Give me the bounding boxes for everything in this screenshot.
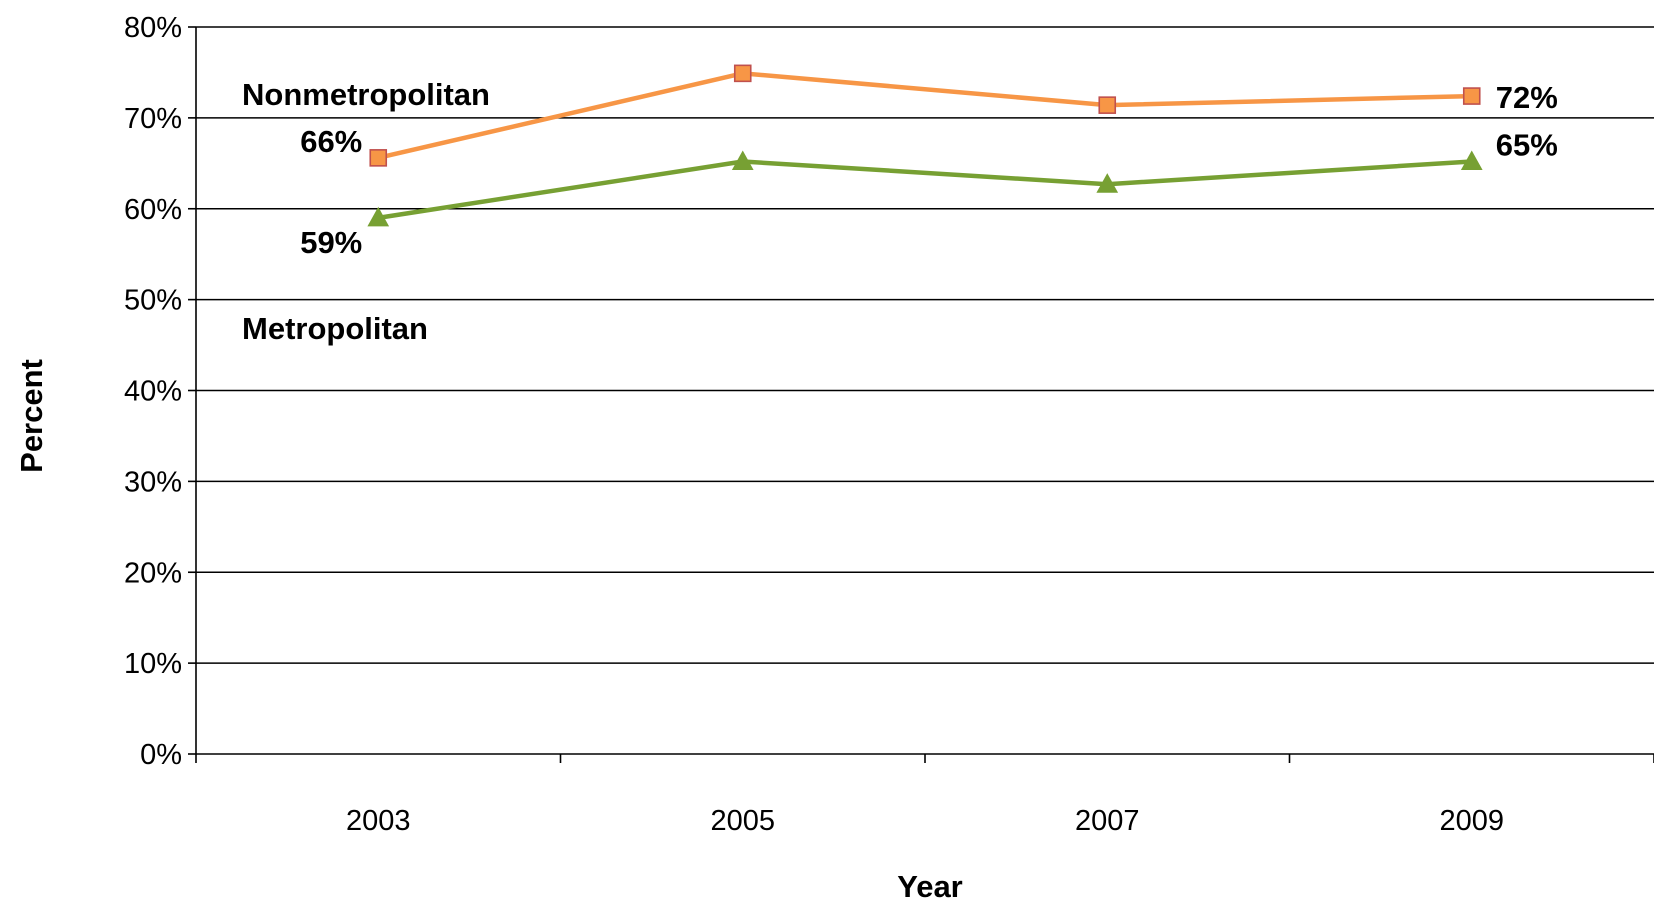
series-label-nonmetropolitan: Nonmetropolitan [242,77,490,112]
data-point [731,150,754,170]
y-axis-title: Percent [14,359,49,473]
y-tick-label: 80% [124,12,182,44]
y-tick-label: 0% [140,739,182,771]
data-labels: Nonmetropolitan Metropolitan 66% 72% 59% 65% [242,77,1558,346]
x-tick-label: 2009 [1439,805,1504,837]
data-point [733,64,752,83]
data-point [1462,87,1481,105]
data-point [1460,150,1483,170]
y-tick-label: 10% [124,648,182,680]
series-line [377,159,1472,221]
data-label: 65% [1496,127,1558,162]
y-tick-label: 30% [124,466,182,498]
x-tick-label: 2007 [1075,805,1140,837]
data-point [369,149,388,167]
data-label: 59% [300,225,362,260]
y-tick-label: 50% [124,285,182,317]
data-label: 66% [300,124,362,159]
x-tick-labels: 2003 2005 2007 2009 [346,805,1504,837]
x-tick-label: 2003 [346,805,411,837]
data-label: 72% [1496,80,1558,115]
data-point [367,206,390,227]
x-tick-label: 2005 [710,805,775,837]
axes [188,26,1654,763]
y-tick-label: 20% [124,557,182,589]
y-tick-labels: 0% 10% 20% 30% 40% 50% 60% 70% 80% [124,12,182,771]
series-line [377,71,1472,161]
x-axis-title: Year [897,869,963,904]
y-tick-label: 70% [124,103,182,135]
series-layer [367,64,1483,227]
data-point [1096,173,1119,193]
y-tick-label: 40% [124,376,182,408]
series-label-metropolitan: Metropolitan [242,311,428,346]
data-point [1098,96,1117,114]
y-tick-label: 60% [124,194,182,226]
